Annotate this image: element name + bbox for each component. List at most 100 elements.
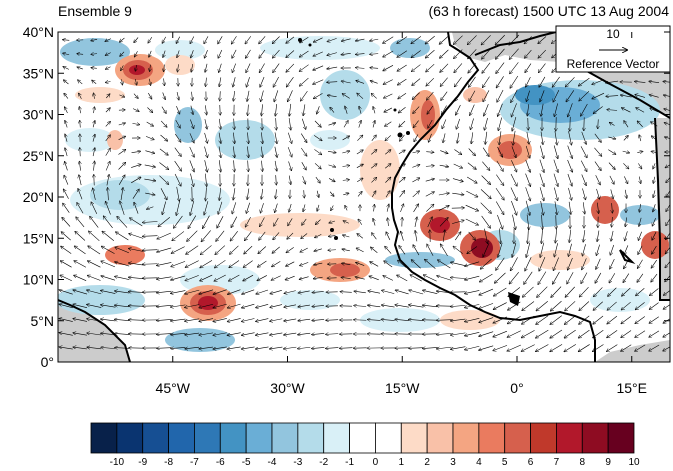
wind-vector	[480, 189, 491, 198]
wind-vector	[272, 36, 280, 44]
wind-vector	[356, 248, 364, 253]
wind-vector	[583, 230, 585, 242]
wind-vector	[371, 178, 376, 183]
wind-vector	[539, 159, 544, 173]
colorbar-label: 3	[450, 457, 456, 468]
wind-vector	[298, 305, 310, 307]
colorbar-swatch	[478, 422, 506, 454]
wind-vector	[303, 104, 305, 115]
wind-vector	[507, 344, 521, 351]
wind-vector	[480, 258, 492, 269]
wind-vector	[287, 77, 294, 87]
wind-vector	[594, 147, 601, 156]
wind-vector	[92, 80, 97, 84]
wind-vector	[383, 79, 393, 85]
colorbar-label: 8	[580, 457, 586, 468]
wind-vector	[163, 50, 165, 58]
wind-vector	[579, 286, 589, 297]
wind-vector	[511, 89, 518, 103]
wind-vector	[61, 246, 72, 254]
wind-vector	[216, 230, 225, 241]
wind-vector	[129, 277, 144, 278]
wind-vector	[452, 193, 463, 195]
wind-vector	[553, 257, 559, 271]
wind-vector	[410, 275, 422, 282]
wind-vector	[398, 106, 406, 113]
wind-vector	[536, 344, 549, 352]
wind-vector	[649, 316, 659, 324]
wind-vector	[79, 161, 80, 171]
wind-vector	[611, 230, 614, 241]
wind-vector	[374, 205, 375, 212]
wind-vector	[259, 231, 266, 240]
wind-vector	[245, 36, 252, 44]
wind-vector	[76, 217, 85, 228]
wind-vector	[61, 232, 71, 241]
wind-vector	[550, 329, 563, 338]
wind-vector	[636, 108, 645, 113]
wind-vector	[536, 315, 549, 325]
wind-vector	[162, 36, 167, 43]
wind-vector	[342, 94, 350, 99]
wind-vector	[63, 67, 70, 70]
wind-vector	[470, 118, 474, 129]
wind-vector	[205, 173, 206, 187]
wind-vector	[261, 132, 262, 143]
wind-vector	[256, 304, 269, 307]
wind-vector	[469, 76, 476, 87]
wind-vector	[185, 289, 200, 294]
wind-vector	[468, 148, 476, 156]
wind-vector	[191, 63, 193, 72]
wind-vector	[314, 163, 321, 168]
wind-vector	[553, 173, 558, 187]
wind-vector	[314, 263, 323, 265]
madeira-island	[393, 108, 397, 112]
wind-vector	[439, 218, 448, 227]
wind-vector	[187, 230, 198, 242]
wind-vector	[409, 290, 424, 295]
wind-vector	[158, 217, 171, 226]
wind-vector	[554, 103, 558, 116]
wind-vector	[132, 123, 139, 124]
wind-vector	[131, 177, 141, 184]
colorbar-label: 10	[628, 457, 640, 468]
wind-vector	[185, 275, 199, 280]
wind-vector	[423, 275, 437, 282]
wind-vector	[171, 275, 186, 280]
wind-vector	[622, 287, 631, 296]
wind-vector	[639, 217, 642, 226]
wind-vector	[115, 291, 130, 294]
blue-patch	[390, 38, 430, 58]
wind-vector	[482, 48, 491, 59]
wind-vector	[426, 152, 433, 153]
wind-vector	[327, 52, 337, 56]
wind-vector	[485, 131, 487, 144]
wind-vector	[342, 263, 351, 264]
wind-vector	[625, 231, 628, 240]
wind-vector	[550, 344, 563, 351]
wind-vector	[115, 305, 130, 307]
wind-vector	[607, 301, 617, 310]
wind-vector	[289, 103, 291, 116]
wind-vector	[214, 274, 226, 281]
colorbar-swatch	[607, 422, 635, 454]
wind-vector	[300, 50, 309, 57]
wind-vector	[118, 150, 125, 155]
wind-vector	[80, 121, 81, 128]
wind-vector	[412, 165, 419, 168]
wind-vector	[664, 290, 670, 295]
wind-vector	[595, 272, 602, 283]
wind-vector	[302, 176, 306, 184]
wind-vector	[480, 273, 493, 282]
wind-vector	[185, 260, 199, 268]
wind-vector	[75, 232, 86, 241]
wind-vector	[146, 121, 154, 126]
wind-vector	[342, 249, 350, 251]
wind-vector	[625, 217, 626, 226]
wind-vector	[231, 216, 238, 228]
blue-patch	[174, 107, 202, 143]
wind-vector	[341, 38, 351, 41]
wind-vector	[300, 37, 309, 42]
coastline-south-america	[58, 299, 131, 362]
wind-vector	[149, 78, 150, 85]
